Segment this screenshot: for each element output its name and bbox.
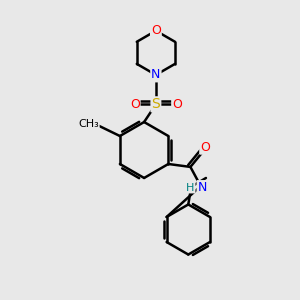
Text: N: N (151, 68, 160, 81)
Text: O: O (200, 141, 210, 154)
Text: CH₃: CH₃ (78, 119, 99, 129)
Text: O: O (130, 98, 140, 111)
Text: O: O (151, 24, 161, 37)
Text: N: N (197, 181, 207, 194)
Text: O: O (172, 98, 182, 111)
Text: S: S (152, 98, 160, 111)
Text: H: H (186, 182, 195, 193)
